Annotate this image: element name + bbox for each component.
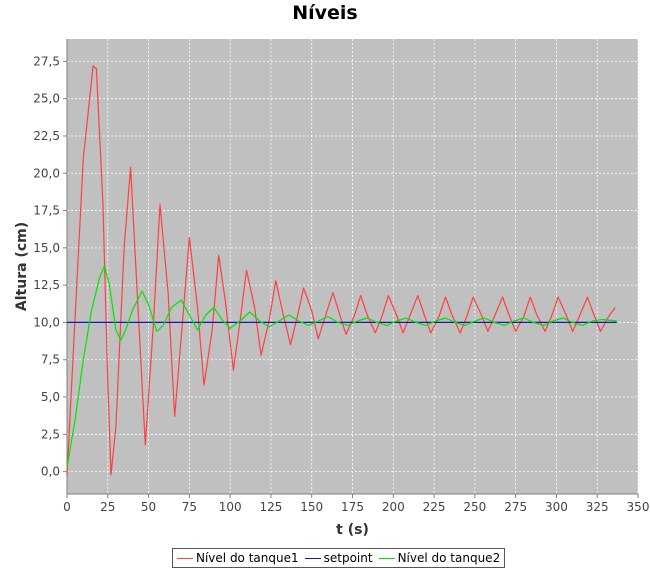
y-tick-label: 27,5: [33, 54, 60, 68]
axes: 0 25 50 75 100 125 150 175 200 225 250 275 300 325 350…: [33, 39, 649, 514]
series-line-nivel-do-tanque2: [66, 265, 617, 468]
legend-swatch: [378, 557, 395, 559]
legend-label: Nível do tanque2: [397, 551, 501, 565]
x-tick-label: 250: [463, 500, 486, 514]
x-tick-label: 225: [423, 500, 446, 514]
x-tick-label: 150: [300, 500, 323, 514]
legend-label: setpoint: [323, 551, 373, 565]
chart-title: Níveis: [292, 2, 358, 24]
x-tick-label: 275: [504, 500, 527, 514]
x-axis-label: t (s): [336, 522, 369, 538]
legend-label: Nível do tanque1: [196, 551, 299, 565]
x-tick-label: 125: [259, 500, 282, 514]
x-tick-label: 0: [63, 500, 71, 514]
legend-item: Nível do tanque1: [177, 551, 299, 565]
series-lines: [66, 65, 617, 477]
y-tick-label: 20,0: [33, 166, 60, 180]
legend-item: setpoint: [304, 551, 373, 565]
x-tick-label: 50: [141, 500, 156, 514]
legend-item: Nível do tanque2: [378, 551, 501, 565]
x-tick-label: 25: [100, 500, 115, 514]
y-tick-label: 0,0: [41, 465, 60, 479]
y-tick-label: 10,0: [33, 315, 60, 329]
legend: Nível do tanque1 setpoint Nível do tanque2: [172, 548, 506, 568]
x-tick-label: 200: [382, 500, 405, 514]
y-axis-label: Altura (cm): [14, 222, 30, 311]
x-tick-label: 75: [182, 500, 197, 514]
x-tick-label: 350: [627, 500, 650, 514]
x-tick-label: 175: [341, 500, 364, 514]
x-tick-label: 100: [219, 500, 242, 514]
y-tick-label: 15,0: [33, 241, 60, 255]
plot-area: [67, 39, 638, 494]
legend-swatch: [304, 557, 321, 559]
y-tick-label: 5,0: [41, 390, 60, 404]
x-tick-label: 325: [586, 500, 609, 514]
y-tick-label: 2,5: [41, 427, 60, 441]
y-tick-label: 17,5: [33, 204, 60, 218]
y-tick-label: 25,0: [33, 92, 60, 106]
y-tick-label: 7,5: [41, 353, 60, 367]
x-tick-label: 300: [545, 500, 568, 514]
y-tick-label: 12,5: [33, 278, 60, 292]
y-tick-label: 22,5: [33, 129, 60, 143]
legend-swatch: [177, 557, 193, 559]
